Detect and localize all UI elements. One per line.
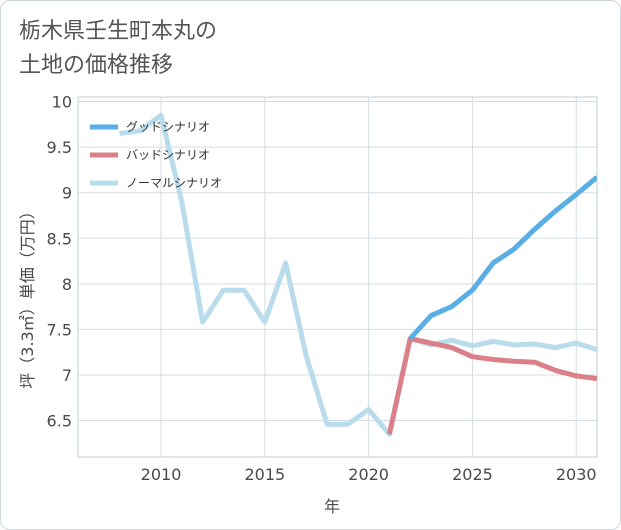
x-tick-label: 2025 [452, 465, 493, 484]
x-tick-label: 2020 [348, 465, 389, 484]
series-line-normal [119, 112, 597, 437]
chart-title-line-2: 土地の価格推移 [19, 53, 174, 78]
series-line-good [408, 175, 597, 341]
grid [78, 97, 597, 457]
legend-label-bad: バッドシナリオ [126, 148, 210, 162]
x-axis-label: 年 [324, 497, 340, 516]
series-lines [119, 112, 597, 437]
y-tick-label: 9 [62, 184, 72, 203]
y-axis-label: 坪（3.3㎡）単価（万円） [18, 203, 37, 388]
y-tick-label: 8 [62, 275, 72, 294]
y-tick-label: 6.5 [47, 412, 72, 431]
y-tick-label: 7 [62, 366, 72, 385]
x-tick-label: 2015 [244, 465, 285, 484]
y-tick-label: 7.5 [47, 320, 72, 339]
x-tick-label: 2010 [141, 465, 182, 484]
plot-border [77, 96, 598, 458]
series-line-bad [386, 336, 597, 435]
y-tick-label: 8.5 [47, 229, 72, 248]
x-tick-label: 2030 [556, 465, 597, 484]
plot-frame [77, 96, 598, 458]
y-tick-label: 9.5 [47, 138, 72, 157]
tick-labels: 6.5 7 7.5 8 8.5 9 9.5 10 2010 2015 2020 2025 2030 [47, 93, 597, 484]
y-tick-label: 10 [52, 93, 72, 112]
legend-label-good: グッドシナリオ [126, 120, 210, 134]
chart-title-line-1: 栃木県壬生町本丸の [19, 19, 218, 44]
legend-label-normal: ノーマルシナリオ [126, 176, 222, 190]
chart-title: 栃木県壬生町本丸の 土地の価格推移 [19, 15, 217, 83]
